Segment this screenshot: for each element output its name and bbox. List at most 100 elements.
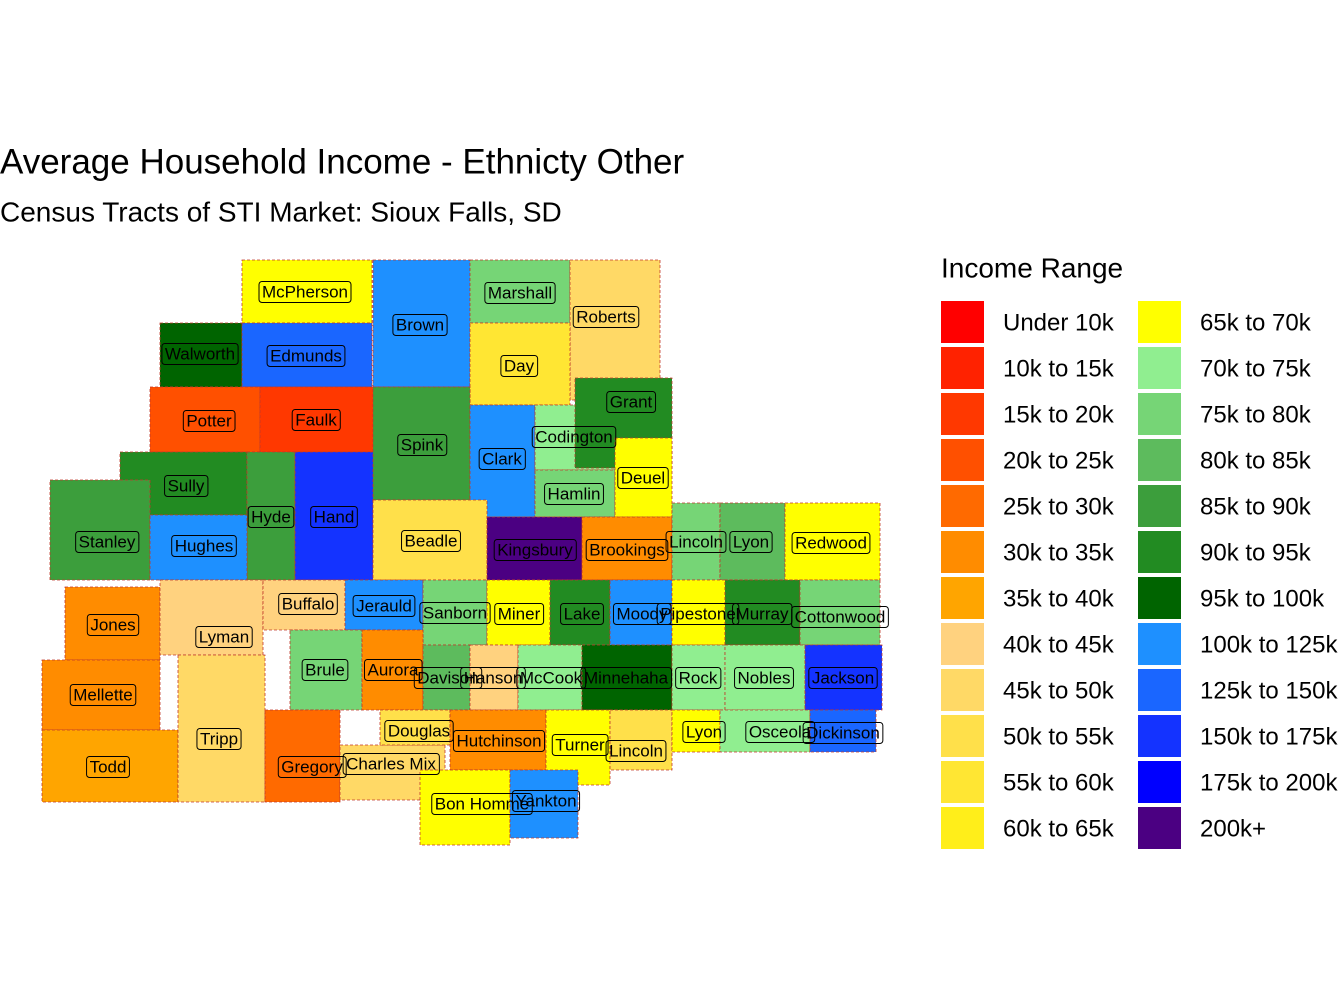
county-name: Murray (736, 604, 789, 623)
legend-swatch (1138, 807, 1181, 849)
county-label: Davison (413, 666, 483, 689)
county-name: Sully (168, 476, 205, 495)
county-label: Todd (86, 755, 130, 778)
county-label: Sanborn (419, 601, 491, 624)
county (804, 644, 883, 711)
county-label: Rock (675, 666, 722, 689)
county-name: Dickinson (806, 723, 880, 742)
county-name: Tripp (200, 729, 238, 748)
legend-swatch (941, 669, 984, 711)
county-name: Osceola (749, 722, 812, 741)
county (422, 644, 471, 711)
county-label: Stanley (75, 530, 140, 553)
county (671, 644, 726, 711)
county (671, 502, 721, 581)
county-name: Turner (555, 735, 605, 754)
county-label: Grant (606, 390, 657, 413)
county-label-box (86, 613, 140, 636)
county (517, 644, 583, 711)
county-name: Todd (90, 757, 127, 776)
county-name: Buffalo (282, 594, 335, 613)
legend-swatch (1138, 301, 1181, 343)
county (486, 516, 583, 581)
county-label-box (729, 530, 773, 553)
legend-swatch (1138, 439, 1181, 481)
county-label: Miner (494, 602, 545, 625)
county-label: Tripp (196, 727, 242, 750)
county-name: McPherson (262, 282, 348, 301)
county (581, 516, 673, 581)
county-label-box (675, 666, 722, 689)
county-name: Brookings (589, 540, 665, 559)
county-name: Lincoln (609, 741, 663, 760)
county-label: Pipestone (656, 602, 740, 625)
county-label-box (291, 408, 341, 431)
county-label: Mellette (69, 683, 137, 706)
county-name: Roberts (576, 307, 636, 326)
legend-label: 200k+ (1200, 815, 1266, 842)
county-label-box (196, 727, 242, 750)
county-name: Beadle (405, 531, 458, 550)
county-name: Potter (186, 411, 232, 430)
county-label: Charles Mix (342, 752, 440, 775)
county-name: Lake (564, 604, 601, 623)
county-label: Hamlin (544, 482, 604, 505)
county-label-box (516, 666, 587, 689)
county-name: Jackson (812, 668, 874, 687)
legend-swatch (1138, 347, 1181, 389)
legend-swatch (941, 761, 984, 803)
county-label: Murray (732, 602, 793, 625)
county-name: Cottonwood (795, 607, 886, 626)
county-label-box (342, 752, 440, 775)
county-name: Kingsbury (497, 540, 573, 559)
county-name: Charles Mix (346, 754, 436, 773)
county-label: Hughes (171, 534, 237, 557)
county-name: Jones (90, 615, 135, 634)
county (809, 709, 877, 753)
county-label-box (493, 538, 577, 561)
county-label: Faulk (291, 408, 341, 431)
legend-swatch (1138, 669, 1181, 711)
legend-label: 100k to 125k (1200, 631, 1338, 658)
county-label: Hyde (247, 505, 295, 528)
county-label: Codington (531, 425, 617, 448)
county-label: Sully (164, 474, 209, 497)
legend-swatch (1138, 531, 1181, 573)
county-label-box (551, 733, 609, 756)
legend-label: 95k to 100k (1200, 585, 1325, 612)
county-label: Bon Homme (431, 792, 533, 815)
legend-label: 60k to 65k (1003, 815, 1115, 842)
county (149, 514, 248, 581)
legend-swatch (1138, 761, 1181, 803)
county-name: Grant (610, 392, 653, 411)
county-label: Jerauld (352, 594, 416, 617)
county-name: Marshall (488, 283, 552, 302)
county (41, 729, 179, 803)
county-name: Hamlin (548, 484, 601, 503)
county-label-box (278, 592, 338, 615)
county-label: Hanson (460, 666, 526, 689)
legend-swatch (941, 531, 984, 573)
county-label-box (572, 305, 640, 328)
legend-label: 70k to 75k (1200, 355, 1312, 382)
county (372, 386, 471, 501)
county-label-box (460, 666, 526, 689)
county (49, 479, 151, 581)
county-name: Aurora (367, 660, 419, 679)
county-label-box (605, 739, 667, 762)
legend-swatch (941, 347, 984, 389)
county (724, 644, 806, 711)
county (241, 322, 373, 388)
county-label-box (665, 530, 727, 553)
county-name: Lyon (686, 722, 722, 741)
county (614, 437, 673, 518)
county-name: Hanson (464, 668, 523, 687)
county (469, 644, 519, 711)
county-label-box (413, 666, 483, 689)
county-label-box (802, 721, 884, 744)
county-name: Gregory (281, 757, 343, 776)
legend-label: 40k to 45k (1003, 631, 1115, 658)
county-label: Lyon (682, 720, 726, 743)
legend-label: 125k to 150k (1200, 677, 1338, 704)
